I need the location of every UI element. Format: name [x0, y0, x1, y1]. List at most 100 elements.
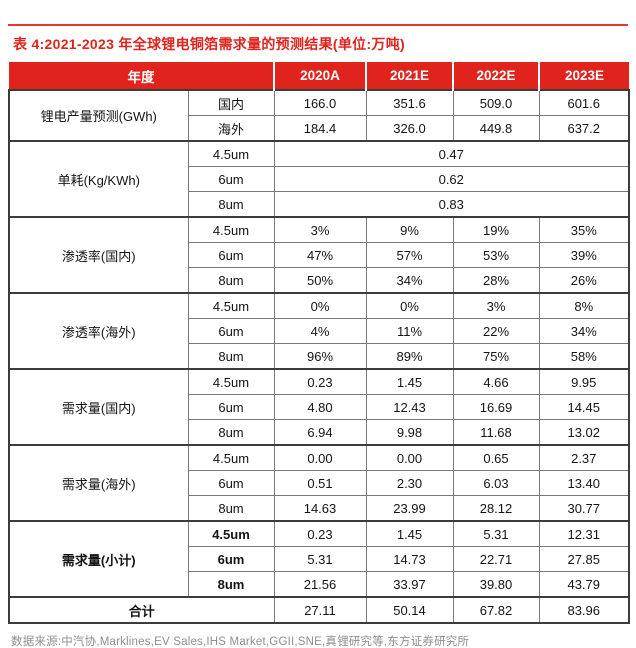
value-cell: 1.45: [365, 368, 454, 395]
table-row: 6um 0.51 2.30 6.03 13.40: [9, 470, 630, 496]
value-cell: 8%: [538, 292, 630, 319]
value-cell: 5.31: [273, 546, 367, 572]
total-label: 合计: [8, 596, 275, 624]
value-cell: 21.56: [273, 571, 367, 598]
value-cell: 27.85: [538, 546, 630, 572]
value-cell: 57%: [365, 242, 454, 268]
header-cell-2022e: 2022E: [452, 62, 539, 91]
table-row: 6um 47% 57% 53% 39%: [9, 242, 630, 268]
value-cell: 22.71: [452, 546, 540, 572]
value-cell: 509.0: [452, 89, 540, 116]
value-cell: 637.2: [538, 115, 630, 142]
value-cell: 5.31: [452, 520, 540, 547]
value-cell: 11%: [365, 318, 454, 344]
value-cell: 0.00: [273, 444, 367, 471]
value-cell: 14.45: [538, 394, 630, 420]
sub-label: 8um: [187, 343, 275, 370]
value-cell: 96%: [273, 343, 367, 370]
value-cell: 14.63: [273, 495, 367, 522]
value-cell: 0.51: [273, 470, 367, 496]
merged-value-cell: 0.47: [273, 140, 630, 167]
group-label: 渗透率(海外): [8, 292, 189, 370]
value-cell: 50%: [273, 267, 367, 294]
header-cell-2023e: 2023E: [538, 62, 629, 91]
value-cell: 28.12: [452, 495, 540, 522]
value-cell: 6.94: [273, 419, 367, 446]
value-cell: 9.95: [538, 368, 630, 395]
table-row: 锂电产量预测(GWh) 国内 166.0 351.6 509.0 601.6: [8, 89, 630, 142]
value-cell: 601.6: [538, 89, 630, 116]
sub-label: 6um: [187, 394, 275, 420]
sub-label: 6um: [187, 546, 275, 572]
value-cell: 50.14: [365, 596, 454, 624]
value-cell: 449.8: [452, 115, 540, 142]
sub-label: 8um: [187, 419, 275, 446]
sub-label: 4.5um: [187, 520, 275, 547]
value-cell: 4.80: [273, 394, 367, 420]
group-label: 锂电产量预测(GWh): [8, 89, 189, 142]
value-cell: 89%: [365, 343, 454, 370]
value-cell: 26%: [538, 267, 630, 294]
value-cell: 3%: [273, 216, 367, 243]
value-cell: 22%: [452, 318, 540, 344]
source-note: 数据来源:中汽协,Marklines,EV Sales,IHS Market,G…: [11, 636, 470, 648]
table-row: 渗透率(国内) 4.5um 3% 9% 19% 35%: [8, 216, 630, 294]
value-cell: 11.68: [452, 419, 540, 446]
value-cell: 184.4: [273, 115, 367, 142]
sub-label: 8um: [187, 571, 275, 598]
value-cell: 12.31: [538, 520, 630, 547]
value-cell: 83.96: [538, 596, 630, 624]
value-cell: 0.00: [365, 444, 454, 471]
sub-label: 6um: [187, 318, 275, 344]
header-row: 年度 2020A 2021E 2022E 2023E: [9, 62, 629, 91]
table-row: 6um 4.80 12.43 16.69 14.45: [9, 394, 630, 420]
value-cell: 0.65: [452, 444, 540, 471]
value-cell: 28%: [452, 267, 540, 294]
value-cell: 13.02: [538, 419, 630, 446]
value-cell: 166.0: [273, 89, 367, 116]
value-cell: 0%: [273, 292, 367, 319]
value-cell: 0.23: [273, 368, 367, 395]
table-row: 8um 0.83: [9, 191, 630, 218]
group-label: 需求量(小计): [8, 520, 189, 598]
value-cell: 4%: [273, 318, 367, 344]
table-row: 6um 4% 11% 22% 34%: [9, 318, 630, 344]
value-cell: 9.98: [365, 419, 454, 446]
value-cell: 0.23: [273, 520, 367, 547]
sub-label: 国内: [187, 89, 275, 116]
value-cell: 39%: [538, 242, 630, 268]
forecast-table: 年度 2020A 2021E 2022E 2023E 锂电产量预测(GWh) 国…: [8, 62, 630, 624]
group-label: 需求量(国内): [8, 368, 189, 446]
sub-label: 4.5um: [187, 368, 275, 395]
top-rule: [8, 24, 628, 26]
table-row: 6um 5.31 14.73 22.71 27.85: [9, 546, 630, 572]
sub-label: 8um: [187, 495, 275, 522]
table-row: 需求量(海外) 4.5um 0.00 0.00 0.65 2.37: [8, 444, 630, 522]
merged-value-cell: 0.83: [273, 191, 630, 218]
group-label: 渗透率(国内): [8, 216, 189, 294]
value-cell: 39.80: [452, 571, 540, 598]
value-cell: 12.43: [365, 394, 454, 420]
table-row: 渗透率(海外) 4.5um 0% 0% 3% 8%: [8, 292, 630, 370]
value-cell: 1.45: [365, 520, 454, 547]
value-cell: 6.03: [452, 470, 540, 496]
value-cell: 75%: [452, 343, 540, 370]
sub-label: 6um: [187, 242, 275, 268]
value-cell: 33.97: [365, 571, 454, 598]
value-cell: 0%: [365, 292, 454, 319]
value-cell: 47%: [273, 242, 367, 268]
table-row: 8um 14.63 23.99 28.12 30.77: [9, 495, 630, 522]
total-row: 合计 27.11 50.14 67.82 83.96: [8, 596, 630, 624]
value-cell: 2.37: [538, 444, 630, 471]
sub-label: 6um: [187, 470, 275, 496]
value-cell: 14.73: [365, 546, 454, 572]
value-cell: 16.69: [452, 394, 540, 420]
value-cell: 326.0: [365, 115, 454, 142]
value-cell: 67.82: [452, 596, 540, 624]
sub-label: 8um: [187, 267, 275, 294]
value-cell: 2.30: [365, 470, 454, 496]
sub-label: 6um: [187, 166, 275, 192]
value-cell: 351.6: [365, 89, 454, 116]
value-cell: 58%: [538, 343, 630, 370]
